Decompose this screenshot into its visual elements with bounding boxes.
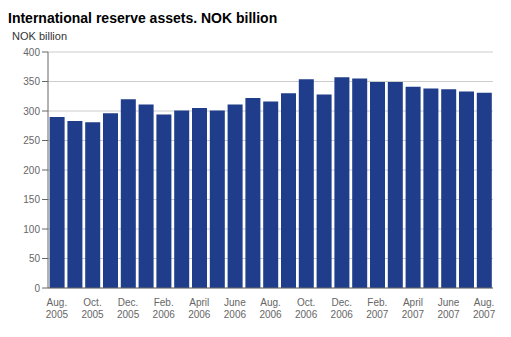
svg-text:Aug.2006: Aug.2006: [259, 297, 282, 320]
svg-text:Aug.2005: Aug.2005: [46, 297, 69, 320]
svg-text:50: 50: [29, 253, 41, 264]
svg-text:Feb.2006: Feb.2006: [153, 297, 176, 320]
svg-text:Aug.2007: Aug.2007: [473, 297, 496, 320]
html-text:International reserve assets.: International reserve assets. NOK billio…: [8, 10, 278, 26]
svg-text:250: 250: [23, 135, 40, 146]
svg-text:200: 200: [23, 165, 40, 176]
svg-text:150: 150: [23, 194, 40, 205]
svg-text:April2007: April2007: [402, 297, 425, 320]
svg-text:Dec.2006: Dec.2006: [331, 297, 354, 320]
svg-text:June2006: June2006: [224, 297, 247, 320]
svg-text:300: 300: [23, 106, 40, 117]
svg-text:Dec.2005: Dec.2005: [117, 297, 140, 320]
html-text:NOK billion: NOK billion: [12, 30, 67, 42]
svg-text:April2006: April2006: [188, 297, 211, 320]
svg-text:400: 400: [23, 47, 40, 58]
svg-text:0: 0: [34, 283, 40, 294]
svg-text:Oct.2005: Oct.2005: [81, 297, 104, 320]
svg-text:100: 100: [23, 224, 40, 235]
svg-text:350: 350: [23, 76, 40, 87]
svg-text:Oct.2006: Oct.2006: [295, 297, 318, 320]
svg-text:Feb.2007: Feb.2007: [366, 297, 389, 320]
svg-text:June2007: June2007: [437, 297, 460, 320]
